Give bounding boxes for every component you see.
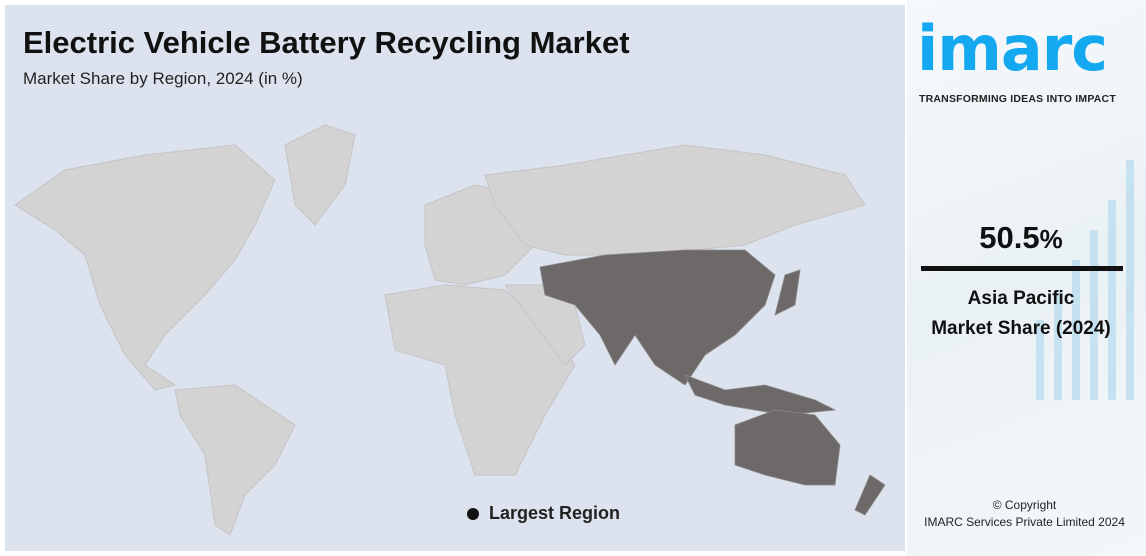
- region-indonesia: [684, 374, 837, 416]
- legend-label: Largest Region: [489, 503, 621, 523]
- region-south-america: [174, 384, 296, 536]
- logo-tagline: TRANSFORMING IDEAS INTO IMPACT: [919, 93, 1116, 105]
- share-value: 50.5%: [907, 220, 1135, 256]
- world-map: [14, 124, 886, 536]
- region-new-zealand: [854, 474, 886, 516]
- region-north-america: [14, 144, 276, 391]
- region-africa: [384, 284, 576, 476]
- map-panel: Electric Vehicle Battery Recycling Marke…: [5, 5, 905, 551]
- background-bars-decoration: [1036, 160, 1134, 400]
- imarc-logo: imarc: [917, 12, 1108, 85]
- legend: Largest Region: [467, 503, 620, 524]
- region-australia: [734, 409, 841, 486]
- caption-text: Market Share (2024): [931, 318, 1111, 339]
- region-asia: [539, 249, 776, 386]
- region-japan: [774, 269, 801, 316]
- region-name: Asia Pacific: [967, 288, 1075, 309]
- share-unit: %: [1039, 224, 1063, 254]
- copyright: © Copyright IMARC Services Private Limit…: [907, 497, 1142, 531]
- chart-title: Electric Vehicle Battery Recycling Marke…: [23, 25, 630, 60]
- legend-dot-icon: [467, 507, 479, 520]
- share-number: 50.5: [979, 220, 1040, 255]
- company-name: IMARC Services Private Limited 2024: [924, 515, 1125, 529]
- copyright-label: © Copyright: [992, 498, 1057, 512]
- asia-pacific-highlight: [539, 249, 886, 516]
- chart-subtitle: Market Share by Region, 2024 (in %): [23, 69, 303, 88]
- region-russia: [484, 144, 866, 256]
- share-caption: Asia Pacific Market Share (2024): [907, 284, 1135, 344]
- divider: [921, 266, 1123, 271]
- sidebar: imarc TRANSFORMING IDEAS INTO IMPACT 50.…: [907, 0, 1146, 556]
- region-greenland: [284, 124, 356, 226]
